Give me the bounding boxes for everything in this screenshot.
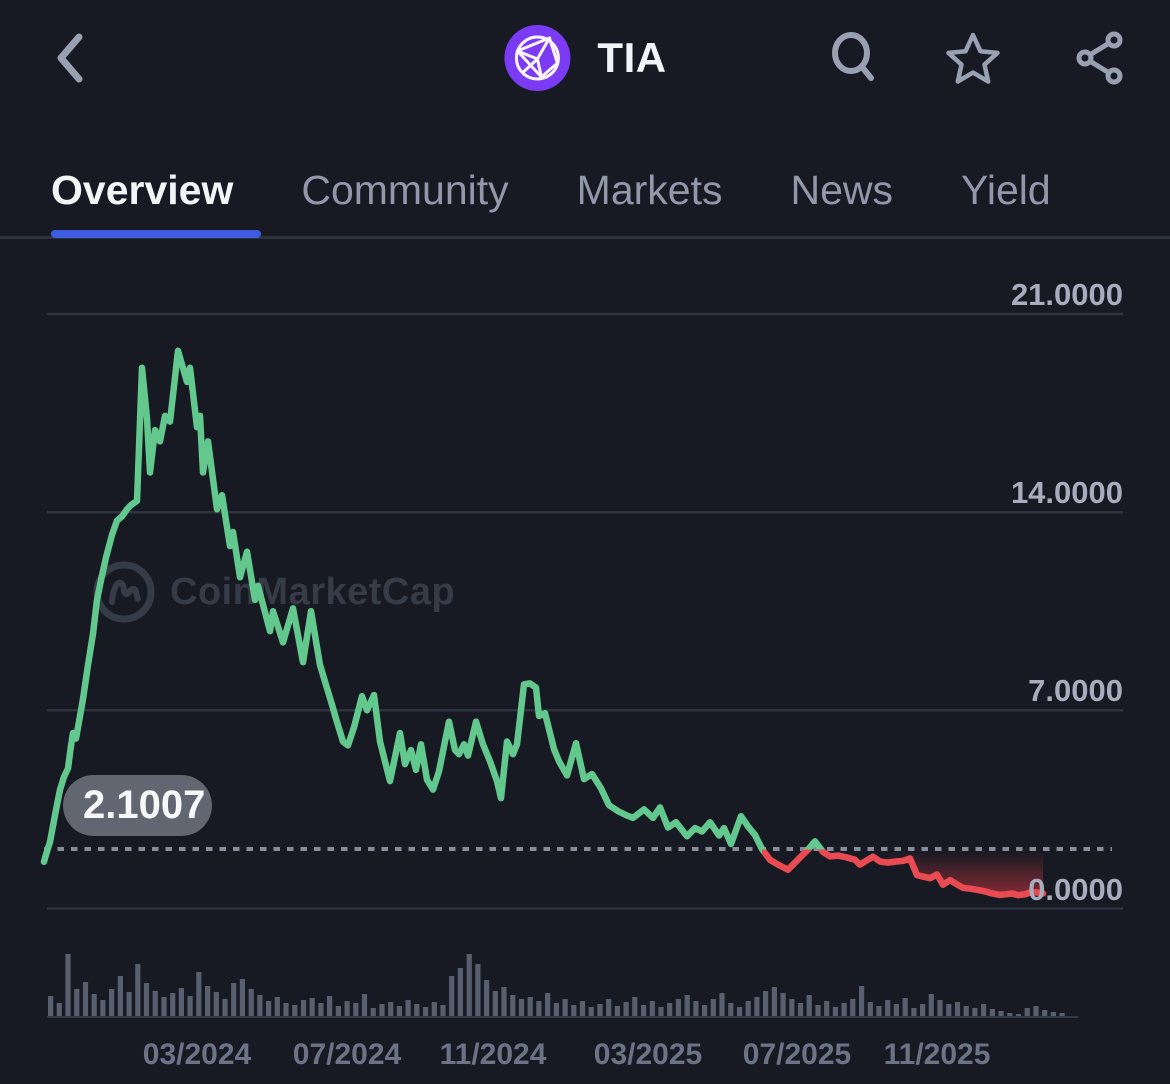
tab-overview[interactable]: Overview xyxy=(51,166,234,213)
tab-markets[interactable]: Markets xyxy=(576,166,723,213)
tab-yield[interactable]: Yield xyxy=(961,166,1051,213)
x-axis-label: 07/2024 xyxy=(292,1038,402,1071)
y-axis-label: 21.0000 xyxy=(1010,276,1123,312)
share-icon xyxy=(1076,31,1123,85)
search-button[interactable] xyxy=(826,30,880,91)
search-icon xyxy=(832,32,874,81)
active-tab-underline xyxy=(51,230,261,238)
watermark-label: CoinMarketCap xyxy=(170,570,456,613)
reference-price-value: 2.1007 xyxy=(83,783,206,827)
coin-identity: TIA xyxy=(503,24,666,92)
tab-divider xyxy=(0,236,1170,239)
y-axis-label: 0.0000 xyxy=(1028,871,1123,907)
y-axis-label: 14.0000 xyxy=(1010,475,1123,511)
top-bar: TIA xyxy=(0,0,1170,120)
tab-community[interactable]: Community xyxy=(301,166,509,213)
reference-price-pill: 2.1007 xyxy=(63,775,212,836)
x-axis-label: 11/2024 xyxy=(439,1038,547,1071)
chevron-left-icon xyxy=(57,33,83,83)
page-title: TIA xyxy=(597,34,667,81)
tia-logo-icon xyxy=(504,25,571,91)
back-button[interactable] xyxy=(48,30,92,86)
star-icon xyxy=(946,32,1000,84)
share-button[interactable] xyxy=(1074,30,1126,91)
tab-news[interactable]: News xyxy=(790,166,894,213)
tab-bar: Overview Community Markets News Yield xyxy=(0,140,1170,240)
favorite-button[interactable] xyxy=(944,30,1002,93)
x-axis-label: 03/2025 xyxy=(593,1038,703,1071)
y-axis-label: 7.0000 xyxy=(1028,673,1123,709)
x-axis-label: 11/2025 xyxy=(883,1038,991,1071)
x-axis-label: 07/2025 xyxy=(742,1038,852,1071)
x-axis-label: 03/2024 xyxy=(142,1038,252,1071)
